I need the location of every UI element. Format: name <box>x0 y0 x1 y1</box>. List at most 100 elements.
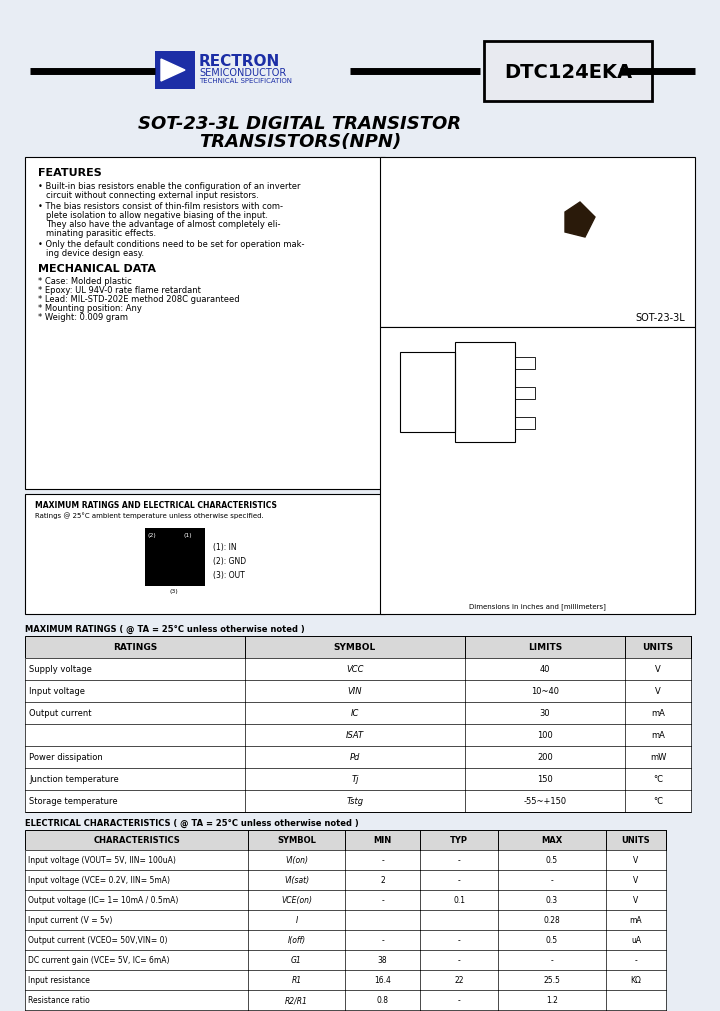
Text: Input voltage: Input voltage <box>29 686 85 696</box>
Text: ISAT: ISAT <box>346 731 364 740</box>
Text: RECTRON: RECTRON <box>199 54 280 69</box>
Bar <box>25 930 666 950</box>
Text: Ratings @ 25°C ambient temperature unless otherwise specified.: Ratings @ 25°C ambient temperature unles… <box>35 512 264 519</box>
Text: 0.5: 0.5 <box>546 855 558 864</box>
Text: I(off): I(off) <box>287 935 305 944</box>
Text: circuit without connecting external input resistors.: circuit without connecting external inpu… <box>46 191 258 200</box>
Text: They also have the advantage of almost completely eli-: They also have the advantage of almost c… <box>46 219 281 228</box>
Text: 200: 200 <box>537 753 553 761</box>
Text: Input resistance: Input resistance <box>28 976 90 985</box>
Text: 38: 38 <box>378 955 387 964</box>
Text: CHARACTERISTICS: CHARACTERISTICS <box>93 836 180 844</box>
Text: UNITS: UNITS <box>621 836 650 844</box>
Text: Tj: Tj <box>351 774 359 784</box>
Text: TYP: TYP <box>450 836 468 844</box>
Text: -: - <box>551 876 554 885</box>
Bar <box>25 768 691 791</box>
Text: Dimensions in inches and [millimeters]: Dimensions in inches and [millimeters] <box>469 603 606 610</box>
Text: VCE(on): VCE(on) <box>281 896 312 905</box>
Text: SOT-23-3L DIGITAL TRANSISTOR: SOT-23-3L DIGITAL TRANSISTOR <box>138 115 462 132</box>
Bar <box>515 418 535 430</box>
Text: • The bias resistors consist of thin-film resistors with com-: • The bias resistors consist of thin-fil… <box>38 202 283 210</box>
Bar <box>380 158 695 328</box>
Text: 0.5: 0.5 <box>546 935 558 944</box>
Text: -55~+150: -55~+150 <box>523 797 567 806</box>
Bar <box>25 970 666 990</box>
Text: Input current (V = 5v): Input current (V = 5v) <box>28 916 112 925</box>
Text: * Mounting position: Any: * Mounting position: Any <box>38 303 142 312</box>
Text: VCC: VCC <box>346 665 364 674</box>
Text: DC current gain (VCE= 5V, IC= 6mA): DC current gain (VCE= 5V, IC= 6mA) <box>28 955 169 964</box>
Bar <box>25 680 691 703</box>
Bar <box>155 52 195 90</box>
Text: SYMBOL: SYMBOL <box>334 643 376 652</box>
Text: Supply voltage: Supply voltage <box>29 665 92 674</box>
Text: 25.5: 25.5 <box>544 976 560 985</box>
Bar <box>25 746 691 768</box>
Text: MAX: MAX <box>541 836 562 844</box>
Text: MIN: MIN <box>374 836 392 844</box>
Bar <box>25 724 691 746</box>
Bar <box>400 353 455 433</box>
Text: 22: 22 <box>454 976 464 985</box>
Text: -: - <box>551 955 554 964</box>
Text: 0.1: 0.1 <box>453 896 465 905</box>
Bar <box>25 658 691 680</box>
Bar <box>25 870 666 890</box>
Bar <box>25 703 691 724</box>
Text: -: - <box>458 935 460 944</box>
Text: Pd: Pd <box>350 753 360 761</box>
Text: MECHANICAL DATA: MECHANICAL DATA <box>38 264 156 274</box>
Text: 30: 30 <box>540 709 550 718</box>
Text: R2/R1: R2/R1 <box>285 996 308 1005</box>
Text: 1.2: 1.2 <box>546 996 558 1005</box>
Text: TRANSISTORS(NPN): TRANSISTORS(NPN) <box>199 132 401 151</box>
Text: (2): (2) <box>147 533 156 538</box>
Text: RATINGS: RATINGS <box>113 643 157 652</box>
Text: Power dissipation: Power dissipation <box>29 753 103 761</box>
Text: R1: R1 <box>292 976 302 985</box>
Text: 0.28: 0.28 <box>544 916 560 925</box>
Text: V: V <box>655 665 661 674</box>
Text: mA: mA <box>651 709 665 718</box>
Text: FEATURES: FEATURES <box>38 168 102 178</box>
Text: VI(on): VI(on) <box>285 855 308 864</box>
Text: 0.3: 0.3 <box>546 896 558 905</box>
Text: 16.4: 16.4 <box>374 976 391 985</box>
Text: SOT-23-3L: SOT-23-3L <box>635 312 685 323</box>
Bar <box>25 890 666 910</box>
Text: 150: 150 <box>537 774 553 784</box>
Text: mW: mW <box>650 753 666 761</box>
Text: Input voltage (VCE= 0.2V, IIN= 5mA): Input voltage (VCE= 0.2V, IIN= 5mA) <box>28 876 170 885</box>
Bar <box>25 990 666 1010</box>
Text: minating parasitic effects.: minating parasitic effects. <box>46 228 156 238</box>
Bar <box>25 158 385 489</box>
Text: (3): (3) <box>170 588 179 593</box>
Text: TECHNICAL SPECIFICATION: TECHNICAL SPECIFICATION <box>199 78 292 84</box>
Bar <box>515 387 535 399</box>
Text: V: V <box>634 896 639 905</box>
Bar <box>25 850 666 870</box>
Bar <box>484 42 652 102</box>
Text: (1): (1) <box>183 533 192 538</box>
Text: 10~40: 10~40 <box>531 686 559 696</box>
Text: UNITS: UNITS <box>642 643 674 652</box>
Bar <box>455 343 515 443</box>
Bar <box>380 328 695 615</box>
Text: SYMBOL: SYMBOL <box>277 836 316 844</box>
Text: VI(sat): VI(sat) <box>284 876 309 885</box>
Text: IC: IC <box>351 709 359 718</box>
Bar <box>515 358 535 370</box>
Text: 2: 2 <box>380 876 385 885</box>
Bar <box>145 529 205 586</box>
Text: MAXIMUM RATINGS AND ELECTRICAL CHARACTERISTICS: MAXIMUM RATINGS AND ELECTRICAL CHARACTER… <box>35 500 277 510</box>
Text: 0.8: 0.8 <box>377 996 389 1005</box>
Text: Resistance ratio: Resistance ratio <box>28 996 90 1005</box>
Text: Junction temperature: Junction temperature <box>29 774 119 784</box>
Text: • Built-in bias resistors enable the configuration of an inverter: • Built-in bias resistors enable the con… <box>38 182 300 191</box>
Text: (1): IN: (1): IN <box>213 543 237 551</box>
Text: V: V <box>655 686 661 696</box>
Text: °C: °C <box>653 774 663 784</box>
Text: Input voltage (VOUT= 5V, IIN= 100uA): Input voltage (VOUT= 5V, IIN= 100uA) <box>28 855 176 864</box>
Text: VIN: VIN <box>348 686 362 696</box>
